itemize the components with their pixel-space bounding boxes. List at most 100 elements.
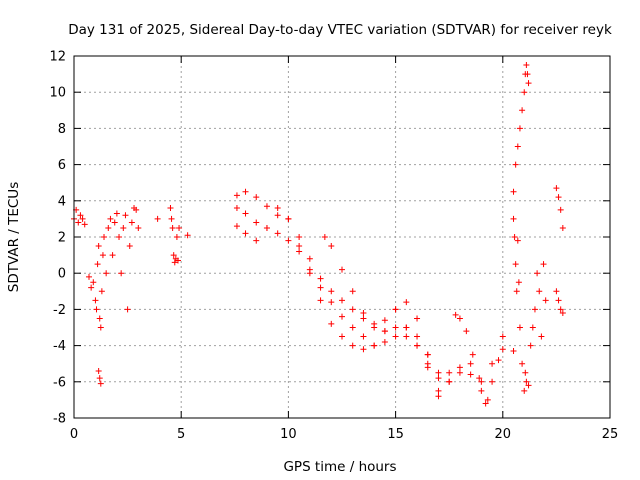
data-point xyxy=(514,237,521,244)
data-point xyxy=(97,380,104,387)
data-point xyxy=(328,320,335,327)
data-point xyxy=(499,333,506,340)
data-point xyxy=(476,375,483,382)
data-point xyxy=(521,89,528,96)
data-point xyxy=(519,107,526,114)
series-arc-3 xyxy=(233,212,517,394)
data-point xyxy=(169,224,176,231)
data-point xyxy=(321,234,328,240)
data-point xyxy=(512,261,519,268)
data-point xyxy=(446,378,453,385)
data-point xyxy=(525,382,532,389)
data-point xyxy=(478,387,485,394)
data-point xyxy=(103,270,110,277)
y-tick-label: 4 xyxy=(58,194,66,209)
x-tick-label: 20 xyxy=(495,427,512,442)
y-axis-label: SDTVAR / TECUs xyxy=(6,182,22,292)
data-point xyxy=(328,243,335,250)
data-point xyxy=(339,313,345,320)
series-outlier xyxy=(95,367,104,387)
x-tick-label: 15 xyxy=(387,427,404,442)
data-point xyxy=(296,248,303,255)
data-point xyxy=(253,194,260,201)
data-point xyxy=(349,324,356,331)
data-point xyxy=(536,288,543,295)
data-points xyxy=(71,62,566,407)
data-point xyxy=(424,351,431,358)
data-point xyxy=(456,364,463,371)
data-point xyxy=(435,393,442,400)
data-point xyxy=(489,378,496,385)
data-point xyxy=(296,243,303,250)
data-point xyxy=(489,360,496,367)
data-point xyxy=(176,224,183,231)
data-point xyxy=(285,237,292,244)
data-point xyxy=(456,315,463,322)
data-point xyxy=(360,310,367,317)
data-point xyxy=(274,205,281,212)
data-point xyxy=(253,237,260,244)
data-point xyxy=(167,205,174,212)
data-point xyxy=(484,396,491,403)
x-tick-label: 10 xyxy=(280,427,297,442)
data-point xyxy=(360,346,367,353)
axis-ticks xyxy=(73,55,611,419)
data-point xyxy=(170,252,177,259)
data-point xyxy=(107,215,114,222)
y-tick-label: -6 xyxy=(53,375,66,390)
y-tick-label: -2 xyxy=(53,303,66,318)
data-point xyxy=(381,328,388,335)
data-point xyxy=(469,351,476,358)
y-tick-label: 6 xyxy=(58,158,66,173)
data-point xyxy=(403,324,410,331)
data-point xyxy=(495,357,502,364)
data-point xyxy=(519,360,526,367)
series-early-a xyxy=(71,206,88,228)
data-point xyxy=(424,360,431,367)
data-point xyxy=(553,185,560,192)
data-point xyxy=(94,261,101,268)
data-point xyxy=(135,224,142,231)
series-late-scatter xyxy=(510,215,549,394)
data-point xyxy=(555,297,562,304)
data-point xyxy=(414,333,421,340)
data-point xyxy=(392,333,399,340)
data-point xyxy=(540,261,547,268)
data-point xyxy=(516,125,523,132)
data-point xyxy=(263,224,270,231)
data-point xyxy=(522,369,529,376)
data-point xyxy=(435,369,442,376)
data-point xyxy=(525,80,532,87)
y-tick-label: 0 xyxy=(58,267,66,282)
data-point xyxy=(456,369,463,376)
data-point xyxy=(499,346,506,353)
y-tick-label: 12 xyxy=(49,50,66,65)
data-point xyxy=(478,378,485,385)
data-point xyxy=(113,210,120,217)
data-point xyxy=(328,299,335,306)
data-point xyxy=(242,210,249,217)
data-point xyxy=(242,230,249,237)
data-point xyxy=(371,342,378,349)
x-tick-label: 5 xyxy=(177,427,185,442)
data-point xyxy=(99,252,106,259)
data-point xyxy=(559,310,566,317)
data-point xyxy=(467,360,474,367)
data-point xyxy=(174,257,181,264)
data-point xyxy=(96,315,103,322)
data-point xyxy=(285,215,292,222)
data-point xyxy=(360,333,367,340)
data-point xyxy=(435,375,442,382)
data-point xyxy=(339,333,345,340)
data-point xyxy=(95,243,102,250)
data-point xyxy=(233,223,240,230)
data-point xyxy=(527,342,534,349)
data-point xyxy=(274,230,281,237)
y-tick-label: -4 xyxy=(53,339,66,354)
data-point xyxy=(515,279,522,286)
data-point xyxy=(101,234,108,240)
data-point xyxy=(542,297,549,304)
data-point xyxy=(531,306,538,313)
data-point xyxy=(173,234,180,240)
